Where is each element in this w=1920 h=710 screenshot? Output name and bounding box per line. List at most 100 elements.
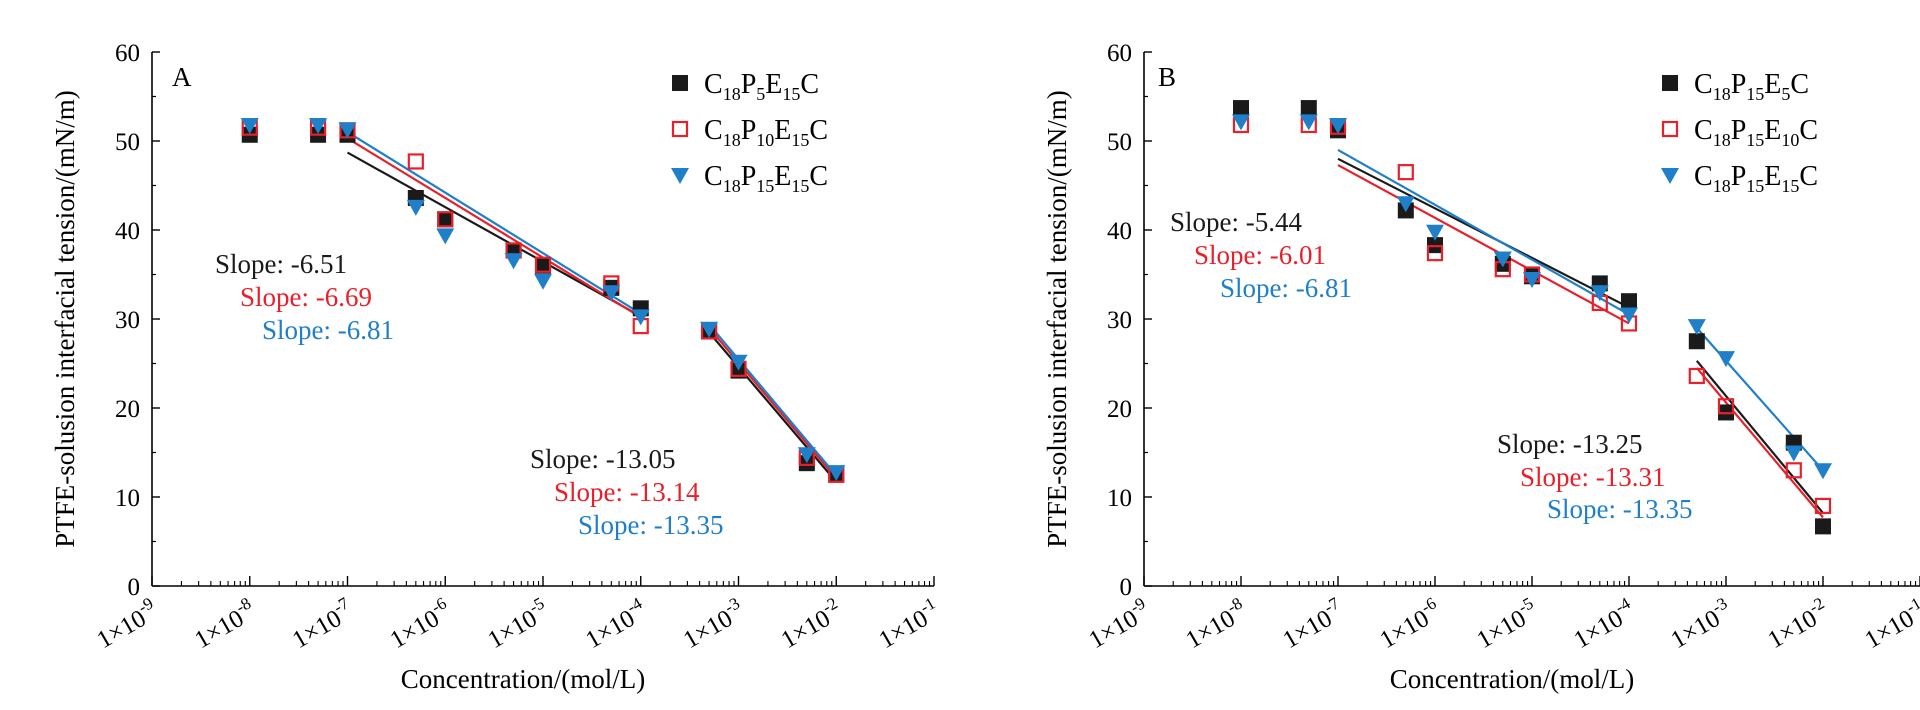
data-point xyxy=(797,447,816,464)
series-1 xyxy=(346,151,838,483)
legend-label-part: 18 xyxy=(1713,176,1731,196)
slope-annotation: Slope: -13.35 xyxy=(1547,494,1693,524)
legend-label-part: 18 xyxy=(1713,84,1731,104)
legend-label-part: 10 xyxy=(756,130,774,150)
legend-label-part: 15 xyxy=(1746,176,1764,196)
y-tick-label: 40 xyxy=(1107,218,1132,245)
y-axis-title: PTFE-solusion interfacial tension/(mN/m) xyxy=(1042,90,1072,547)
data-point xyxy=(1397,164,1414,181)
data-point xyxy=(1232,114,1250,131)
x-tick-label: 1×10-2 xyxy=(774,593,847,654)
data-point xyxy=(504,253,523,270)
legend-marker xyxy=(672,75,688,91)
legend-marker xyxy=(1662,75,1678,91)
data-point xyxy=(338,122,357,139)
y-tick-label: 60 xyxy=(115,40,140,67)
x-axis-title: Concentration/(mol/L) xyxy=(1390,664,1634,694)
data-point xyxy=(1426,224,1444,241)
panel-label: B xyxy=(1158,62,1176,92)
data-point xyxy=(535,257,551,274)
data-point xyxy=(1814,463,1832,480)
fit-line xyxy=(346,137,642,319)
data-point xyxy=(406,199,425,216)
slope-annotation: Slope: -6.51 xyxy=(215,249,347,279)
fit-line xyxy=(1337,164,1630,325)
x-tick-label: 1×10-8 xyxy=(1179,593,1252,654)
legend-label-part: C xyxy=(1790,69,1809,100)
legend-label-part: 18 xyxy=(1713,130,1731,150)
legend-label-part: C xyxy=(1799,115,1818,146)
legend-label-part: 15 xyxy=(756,176,774,196)
data-point xyxy=(1590,285,1609,302)
series-2 xyxy=(346,137,838,480)
slope-annotation: Slope: -6.69 xyxy=(240,282,372,312)
legend-label-part: 5 xyxy=(756,84,765,104)
data-point xyxy=(437,211,454,228)
legend-label: C18P15E10C xyxy=(1694,115,1818,150)
fit-line xyxy=(1695,360,1824,514)
data-point xyxy=(309,117,328,134)
slope-annotation: Slope: -6.01 xyxy=(1194,240,1326,270)
data-point xyxy=(1233,100,1249,117)
data-point xyxy=(1396,196,1415,213)
y-axis-title: PTFE-solusion interfacial tension/(mN/m) xyxy=(50,90,80,547)
x-tick-label: 1×10-4 xyxy=(1567,593,1640,654)
x-tick-label: 1×10-1 xyxy=(872,593,945,654)
legend-marker xyxy=(671,168,689,184)
y-tick-label: 10 xyxy=(1107,485,1132,512)
y-tick-label: 0 xyxy=(1120,574,1133,601)
series-3 xyxy=(346,131,838,477)
x-tick-label: 1×10-7 xyxy=(1276,593,1349,654)
legend-label-part: P xyxy=(741,115,757,146)
data-point xyxy=(1717,398,1735,415)
legend-label-part: 15 xyxy=(791,130,809,150)
x-tick-label: 1×10-9 xyxy=(90,593,163,654)
legend-label-part: 15 xyxy=(791,176,809,196)
data-point xyxy=(1621,293,1637,310)
fit-line xyxy=(346,131,642,315)
x-tick-label: 1×10-6 xyxy=(1373,593,1446,654)
data-point xyxy=(1523,271,1541,288)
legend-label-part: C xyxy=(800,69,819,100)
legend-label: C18P5E15C xyxy=(704,69,819,104)
legend-label-part: C xyxy=(704,161,723,192)
data-point xyxy=(437,211,454,228)
legend-label-part: 5 xyxy=(1781,84,1790,104)
x-tick-label: 1×10-8 xyxy=(188,593,261,654)
fit-line xyxy=(708,327,838,480)
fit-line xyxy=(346,151,642,318)
data-point xyxy=(1329,117,1347,134)
legend-label-part: E xyxy=(774,161,791,192)
legend-marker xyxy=(1661,168,1679,184)
x-tick-label: 1×10-9 xyxy=(1082,593,1155,654)
data-point xyxy=(827,465,846,482)
legend-label-part: E xyxy=(1764,115,1781,146)
x-tick-label: 1×10-5 xyxy=(481,593,554,654)
slope-annotation: Slope: -5.44 xyxy=(1170,207,1302,237)
y-tick-label: 20 xyxy=(1107,396,1132,423)
slope-annotation: Slope: -13.05 xyxy=(530,444,676,474)
series-2 xyxy=(1337,164,1824,519)
legend-label-part: E xyxy=(1764,161,1781,192)
x-tick-label: 1×10-7 xyxy=(286,593,359,654)
fit-line xyxy=(1695,327,1824,472)
data-point xyxy=(1688,333,1705,350)
data-point xyxy=(1426,245,1444,262)
slope-annotation: Slope: -6.81 xyxy=(1220,273,1352,303)
y-tick-label: 0 xyxy=(128,574,141,601)
y-tick-label: 40 xyxy=(115,218,140,245)
x-tick-label: 1×10-3 xyxy=(677,593,750,654)
chart-panel-B: 0 10 20 30 40 50 60 1×10-9 1×10-8 1×10-7 1×10-6 1×1… xyxy=(1042,40,1920,694)
fit-line xyxy=(708,323,838,477)
legend-label-part: E xyxy=(765,69,782,100)
legend-label-part: C xyxy=(1694,115,1713,146)
legend-label-part: 10 xyxy=(1781,130,1799,150)
x-axis-title: Concentration/(mol/L) xyxy=(401,664,645,694)
legend-label-part: C xyxy=(809,115,828,146)
y-tick-label: 50 xyxy=(1107,129,1132,156)
data-point xyxy=(1493,251,1512,268)
y-tick-label: 30 xyxy=(1107,307,1132,334)
legend-label-part: E xyxy=(774,115,791,146)
y-tick-label: 60 xyxy=(1107,40,1132,67)
